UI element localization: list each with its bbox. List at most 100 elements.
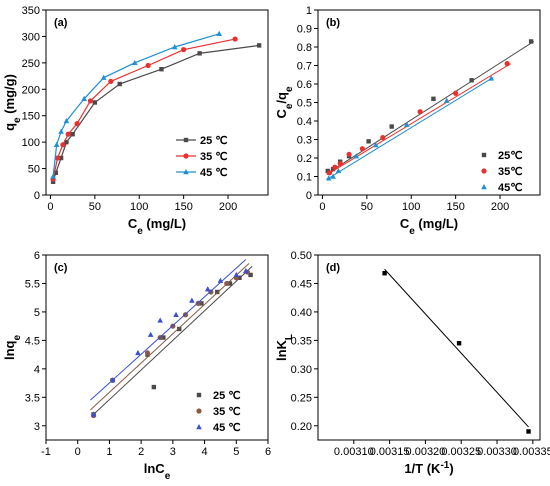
y-tick-label: 0.40 [291,307,312,319]
data-point [64,139,69,145]
data-point [173,311,179,317]
y-tick-label: 350 [22,5,40,17]
legend-marker [196,392,202,398]
fit-line-3 [326,77,494,180]
y-tick-label: 0.4 [297,116,312,128]
data-point [90,411,97,417]
y-tick-label: 0.8 [297,42,312,54]
data-point [54,155,61,161]
y-axis-label-tail: (mg/g) [2,74,17,117]
y-tick-label: 3.5 [25,392,40,404]
fit-line-2 [90,263,250,411]
y-axis-label-main: lnq [2,340,17,360]
legend-label: 35℃ [498,166,523,178]
legend-label: 25℃ [498,150,523,162]
legend-label: 35 ℃ [200,151,228,163]
x-axis-label-main: C [400,216,410,231]
fit-line-1 [326,41,535,175]
x-tick-label: 0 [319,201,325,213]
data-point [58,128,64,134]
data-point [372,142,379,148]
data-point [443,97,450,103]
x-tick-label: 0 [47,201,53,213]
data-point [50,173,56,179]
y-tick-label: 200 [22,84,40,96]
data-point [108,78,114,84]
data-point [87,98,93,104]
data-point [217,277,224,283]
y-tick-label: 0.20 [291,421,312,433]
x-axis-label-main: lnC [144,461,166,476]
data-point [145,62,151,69]
panel-label: (b) [326,17,340,29]
panel-label: (c) [54,262,68,274]
data-point [417,109,423,115]
x-axis-label-sub: e [409,226,415,237]
data-point [526,429,531,434]
legend: 25 ℃ 35 ℃ 45 ℃ [196,390,241,434]
legend-marker [183,153,189,159]
x-tick-label: 0.00325 [441,446,481,458]
y-tick-label: 0.6 [297,79,312,91]
x-tick-label: 4 [202,446,208,458]
panel-label: (a) [54,17,68,29]
data-point [488,75,494,81]
data-point [171,44,178,50]
panel-a-isotherm: 0 50 100 150 200 0 50 100 150 200 250 300 350 (a) Ce (… [2,5,269,237]
data-point [70,132,75,137]
data-point [335,167,342,174]
fit-line-1 [93,266,253,415]
x-tick-label: 5 [233,446,239,458]
fit-line-3 [90,259,247,401]
plot-frame [45,254,269,441]
data-point [204,286,211,292]
data-point [243,267,249,274]
data-point [469,78,474,83]
legend: 25 ℃ 35 ℃ 45 ℃ [176,135,228,179]
x-tick-label: 1 [106,446,112,458]
y-tick-label: 150 [22,111,40,123]
x-tick-label: 0.00310 [334,446,374,458]
y-tick-label: 0.9 [297,24,312,36]
x-axis-label: Ce (mg/L) [400,216,458,237]
y-tick-label: 0.7 [297,61,312,73]
x-tick-label: 0.00335 [513,446,550,458]
x-tick-label: 100 [130,201,148,213]
y-axis-label-sub2: e [284,86,295,92]
x-axis-label: 1/T (K-1) [404,460,453,477]
y-tick-label: 6 [34,250,40,262]
legend-label: 35 ℃ [213,406,241,418]
legend-label: 25 ℃ [200,135,228,147]
data-point [151,384,157,390]
x-tick-label: 0.00315 [370,446,410,458]
data-point [382,271,387,276]
legend-label: 25 ℃ [213,390,241,402]
x-axis-label-sub: e [137,226,143,237]
data-point [332,164,338,170]
series-line-2 [52,38,236,180]
data-point [528,39,534,44]
y-tick-label: 0.3 [297,135,312,147]
data-point [109,377,116,383]
data-point [256,43,262,48]
data-point [456,341,462,346]
x-axis-label-sub: e [165,471,171,482]
legend-marker [196,424,202,430]
data-point [346,151,352,157]
data-point [215,289,220,295]
fit-line-1 [384,268,529,428]
data-point [330,173,336,179]
data-point [337,160,343,167]
data-point [157,317,163,323]
data-point [81,95,87,101]
panel-b-langmuir: 0 50 100 150 200 0 0.1 0.2 0.3 0.4 0.5 0.6 0.7 0.8 0.9… [274,5,541,237]
y-axis-label-main: lnK [274,339,289,361]
legend-label: 45℃ [498,182,523,194]
y-tick-label: 50 [28,164,40,176]
y-tick-label: 5 [34,307,40,319]
y-tick-label: 4 [34,364,40,376]
data-point [224,280,230,287]
data-point [60,142,66,148]
data-point [50,179,56,184]
